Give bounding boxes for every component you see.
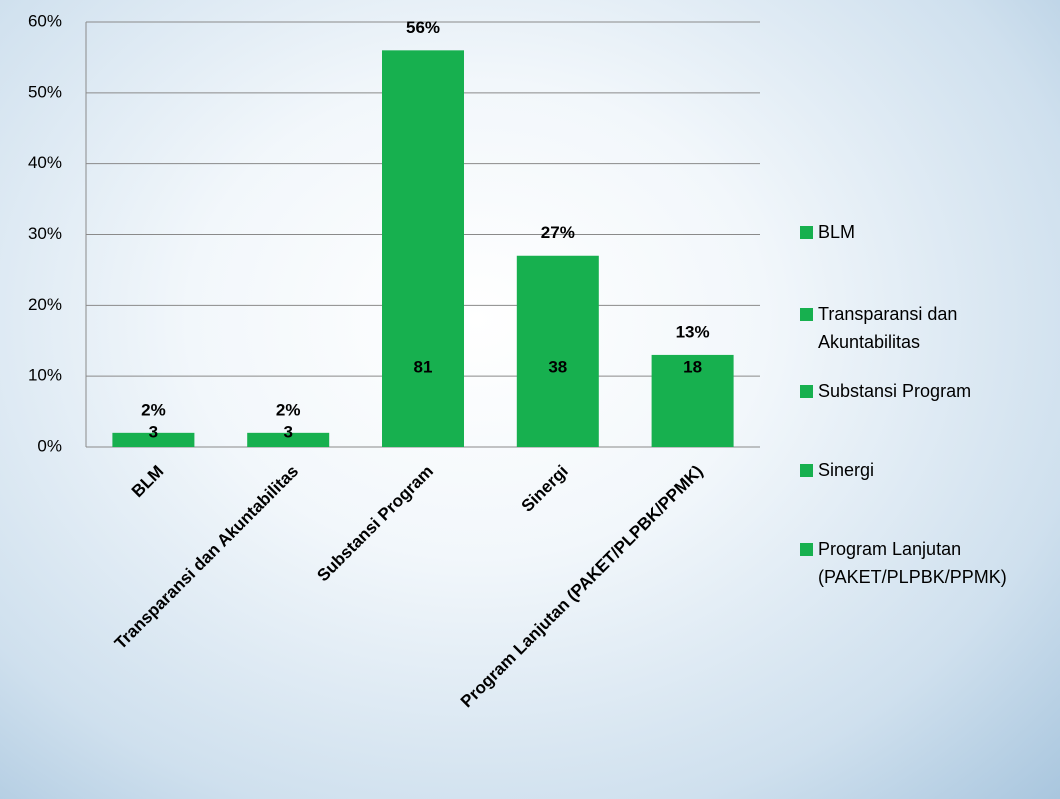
- value-label: 27%: [541, 223, 575, 242]
- x-tick-label: Substansi Program: [313, 462, 437, 586]
- count-label: 18: [683, 358, 702, 377]
- legend-swatch: [800, 308, 813, 321]
- legend-label: Transparansi dan Akuntabilitas: [818, 304, 958, 352]
- y-tick-label: 10%: [28, 366, 62, 385]
- x-tick-label: Program Lanjutan (PAKET/PLPBK/PPMK): [457, 462, 707, 712]
- legend-swatch: [800, 464, 813, 477]
- legend-item: BLM: [800, 218, 1055, 246]
- value-label: 2%: [276, 400, 301, 419]
- value-label: 13%: [676, 322, 710, 341]
- y-tick-label: 30%: [28, 224, 62, 243]
- count-label: 3: [283, 422, 292, 441]
- count-label: 3: [149, 422, 158, 441]
- value-label: 2%: [141, 400, 166, 419]
- x-tick-label: BLM: [128, 462, 167, 501]
- legend-item: Sinergi: [800, 456, 1055, 484]
- y-tick-label: 60%: [28, 11, 62, 30]
- y-tick-label: 50%: [28, 82, 62, 101]
- count-label: 38: [548, 358, 567, 377]
- bar: [112, 432, 195, 447]
- legend-swatch: [800, 543, 813, 556]
- legend-label: Program Lanjutan (PAKET/PLPBK/PPMK): [818, 539, 1007, 587]
- y-tick-label: 20%: [28, 295, 62, 314]
- legend-label: BLM: [818, 222, 856, 242]
- bar: [382, 50, 464, 447]
- legend-swatch: [800, 226, 813, 239]
- legend-item: Transparansi dan Akuntabilitas: [800, 300, 1055, 356]
- legend-item: Program Lanjutan (PAKET/PLPBK/PPMK): [800, 535, 1055, 591]
- legend-swatch: [800, 385, 813, 398]
- legend-label: Substansi Program: [818, 381, 972, 401]
- count-label: 81: [414, 358, 433, 377]
- y-tick-label: 40%: [28, 153, 62, 172]
- legend-label: Sinergi: [818, 460, 875, 480]
- bar: [651, 354, 734, 447]
- bar: [247, 432, 330, 447]
- legend-item: Substansi Program: [800, 377, 1055, 405]
- bar: [516, 255, 599, 447]
- value-label: 56%: [406, 18, 440, 37]
- y-tick-label: 0%: [37, 436, 62, 455]
- x-tick-label: Sinergi: [518, 462, 572, 516]
